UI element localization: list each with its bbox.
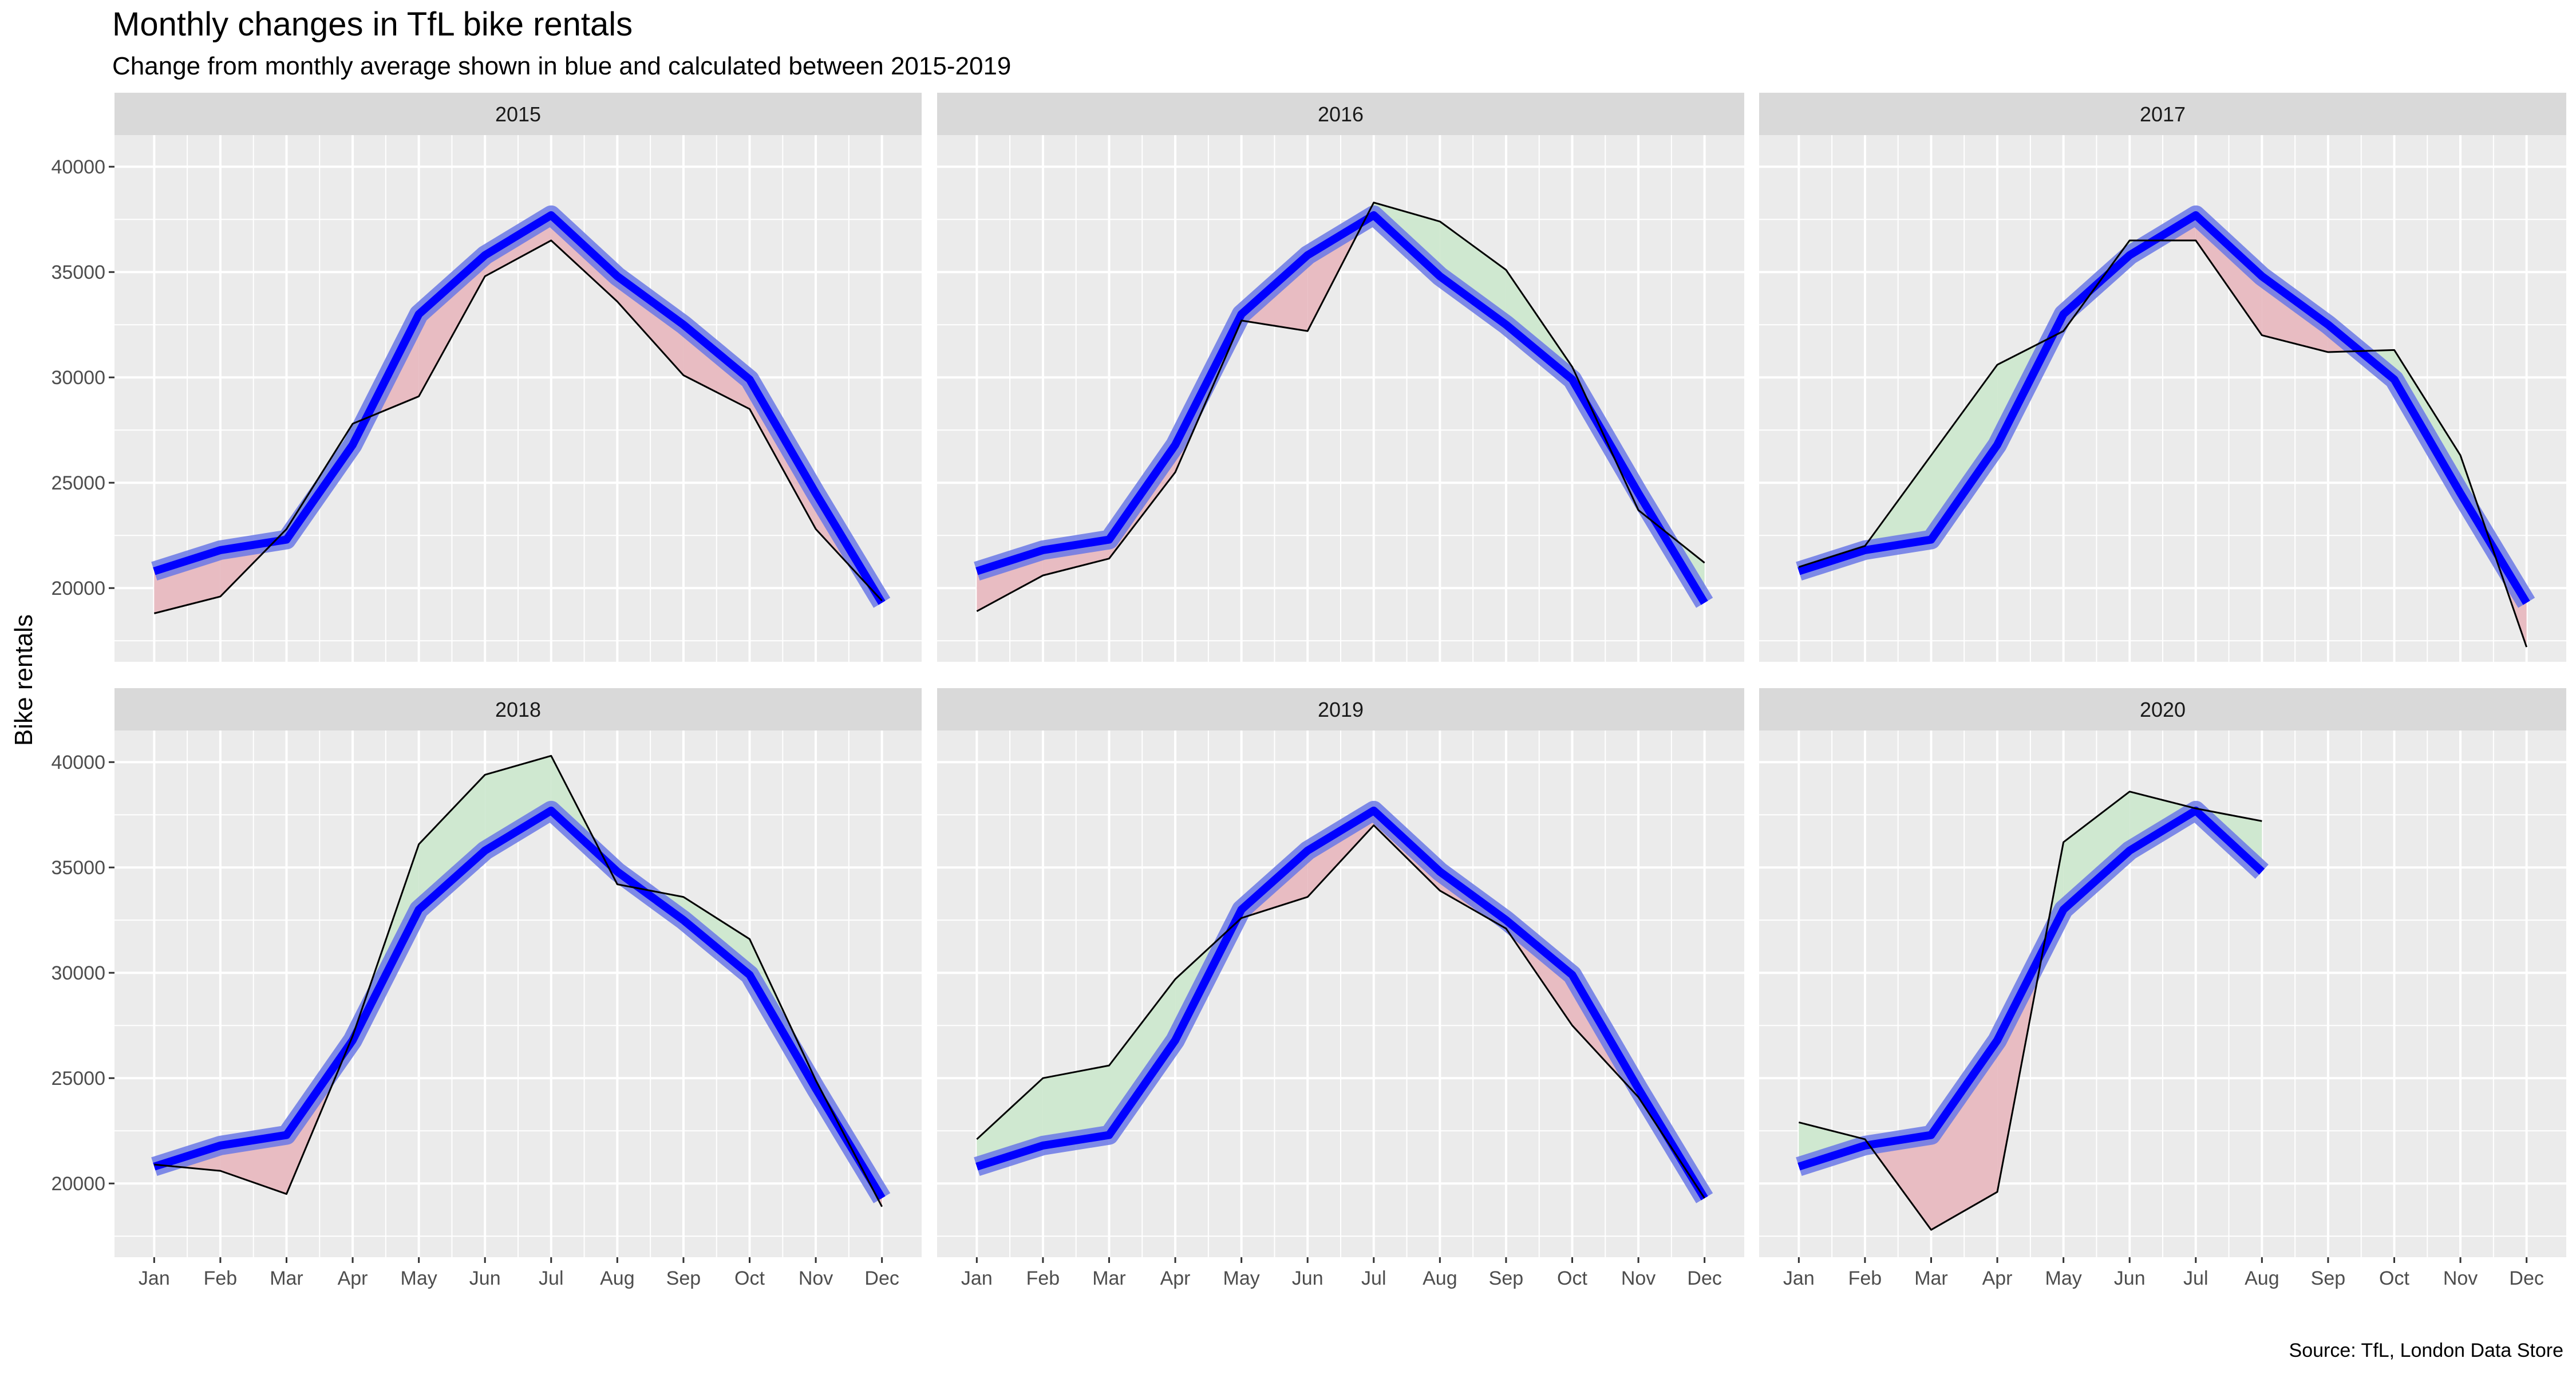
y-axis-title: Bike rentals bbox=[10, 614, 38, 746]
ribbon-below-average bbox=[1307, 810, 1374, 897]
facet-strip bbox=[1759, 688, 2566, 731]
average-line bbox=[153, 806, 886, 1201]
facet-panel-2019: 2019 Jan Feb Mar Apr May Jun Jul Aug Sep Oct Nov Dec bbox=[937, 688, 1744, 1289]
x-tick-label: Nov bbox=[799, 1268, 833, 1289]
x-tick-label: Jun bbox=[1292, 1268, 1323, 1289]
x-tick-label: Jul bbox=[1361, 1268, 1386, 1289]
y-tick-label: 25000 bbox=[51, 472, 105, 494]
ribbon-above-average bbox=[2063, 791, 2130, 910]
x-tick-label: Oct bbox=[734, 1268, 765, 1289]
ribbon-above-average bbox=[1042, 1065, 1109, 1146]
y-tick-label: 30000 bbox=[51, 962, 105, 984]
chart-title: Monthly changes in TfL bike rentals bbox=[112, 6, 633, 43]
x-tick-label: Mar bbox=[1092, 1268, 1126, 1289]
x-tick-label: Jun bbox=[2114, 1268, 2146, 1289]
average-line bbox=[975, 806, 1708, 1201]
ribbon-below-average bbox=[1931, 1040, 1998, 1230]
ribbon-above-average bbox=[485, 756, 551, 851]
ribbon-below-average bbox=[418, 255, 485, 397]
x-tick-label: Jan bbox=[961, 1268, 993, 1289]
x-tick-label: Apr bbox=[338, 1268, 368, 1289]
x-tick-label: Aug bbox=[1423, 1268, 1457, 1289]
x-tick-label: Jan bbox=[1783, 1268, 1815, 1289]
average-line bbox=[975, 211, 1708, 605]
actual-line-2015 bbox=[153, 239, 883, 614]
x-tick-label: Sep bbox=[2311, 1268, 2346, 1289]
x-tick-label: Jul bbox=[539, 1268, 563, 1289]
x-tick-label: May bbox=[2045, 1268, 2082, 1289]
average-line bbox=[1797, 806, 2265, 1171]
y-tick-label: 35000 bbox=[51, 857, 105, 879]
ribbon-below-average bbox=[154, 550, 220, 614]
average-line bbox=[1797, 211, 2530, 605]
x-tick-label: Aug bbox=[600, 1268, 635, 1289]
x-tick-label: Jul bbox=[2183, 1268, 2208, 1289]
x-tick-label: May bbox=[401, 1268, 437, 1289]
x-tick-label: Apr bbox=[1160, 1268, 1191, 1289]
y-tick-label: 30000 bbox=[51, 367, 105, 389]
facet-strip bbox=[937, 93, 1744, 135]
facet-strip-label: 2015 bbox=[495, 102, 541, 126]
y-tick-label: 25000 bbox=[51, 1068, 105, 1089]
chart-subtitle: Change from monthly average shown in blu… bbox=[112, 52, 1011, 80]
facet-strip bbox=[937, 688, 1744, 731]
x-tick-label: Sep bbox=[666, 1268, 701, 1289]
ribbon-below-average bbox=[1506, 920, 1573, 1026]
facet-strip bbox=[114, 688, 922, 731]
x-tick-label: Nov bbox=[2443, 1268, 2478, 1289]
y-tick-label: 20000 bbox=[51, 1173, 105, 1195]
facet-strip bbox=[1759, 93, 2566, 135]
actual-line-2018 bbox=[154, 755, 883, 1207]
ribbon-below-average bbox=[1869, 1135, 1931, 1230]
actual-line-2017 bbox=[1798, 239, 2528, 647]
x-tick-label: Oct bbox=[1557, 1268, 1587, 1289]
x-tick-label: Sep bbox=[1489, 1268, 1524, 1289]
x-tick-label: May bbox=[1223, 1268, 1260, 1289]
facet-strip-label: 2019 bbox=[1318, 698, 1364, 721]
facet-strip-label: 2020 bbox=[2140, 698, 2186, 721]
ribbon-above-average bbox=[1931, 365, 1998, 540]
x-tick-label: Feb bbox=[1026, 1268, 1060, 1289]
x-tick-label: Jan bbox=[139, 1268, 170, 1289]
x-tick-label: Mar bbox=[1914, 1268, 1948, 1289]
ribbon-below-average bbox=[2195, 215, 2262, 335]
ribbon-above-average bbox=[1506, 270, 1573, 380]
actual-line-2020 bbox=[1798, 791, 2262, 1231]
ribbon-below-average bbox=[617, 276, 683, 376]
facet-panels: 2015 20000 25000 30000 35000 40000 2016 2017 201… bbox=[51, 93, 2566, 1289]
x-tick-label: Apr bbox=[1982, 1268, 2013, 1289]
ribbon-above-average bbox=[418, 775, 485, 910]
x-tick-label: Oct bbox=[2379, 1268, 2409, 1289]
ribbon-above-average bbox=[1440, 221, 1506, 325]
y-tick-label: 40000 bbox=[51, 156, 105, 178]
facet-strip-label: 2017 bbox=[2140, 102, 2186, 126]
x-tick-label: Nov bbox=[1621, 1268, 1656, 1289]
x-tick-label: Aug bbox=[2245, 1268, 2279, 1289]
facet-strip bbox=[114, 93, 922, 135]
facet-panel-2018: 2018 20000 25000 30000 35000 40000 Jan Feb Mar Ap… bbox=[51, 688, 922, 1289]
y-tick-label: 40000 bbox=[51, 752, 105, 773]
actual-line-2019 bbox=[976, 824, 1705, 1199]
facet-panel-2016: 2016 bbox=[937, 93, 1744, 662]
facet-panel-2015: 2015 20000 25000 30000 35000 40000 bbox=[51, 93, 922, 662]
x-tick-label: Feb bbox=[1848, 1268, 1882, 1289]
y-tick-label: 35000 bbox=[51, 262, 105, 283]
y-tick-label: 20000 bbox=[51, 578, 105, 599]
x-tick-label: Mar bbox=[270, 1268, 303, 1289]
facet-panel-2017: 2017 bbox=[1759, 93, 2566, 662]
facet-strip-label: 2018 bbox=[495, 698, 541, 721]
x-tick-label: Feb bbox=[204, 1268, 238, 1289]
actual-line-2016 bbox=[976, 202, 1705, 612]
x-tick-label: Dec bbox=[864, 1268, 899, 1289]
chart-caption: Source: TfL, London Data Store bbox=[2289, 1340, 2563, 1361]
x-tick-label: Dec bbox=[1687, 1268, 1721, 1289]
facet-strip-label: 2016 bbox=[1318, 102, 1364, 126]
facet-panel-2020: 2020 Jan Feb Mar Apr May Jun Jul Aug Sep Oct Nov Dec bbox=[1759, 688, 2566, 1289]
x-tick-label: Dec bbox=[2509, 1268, 2543, 1289]
x-tick-label: Jun bbox=[469, 1268, 501, 1289]
